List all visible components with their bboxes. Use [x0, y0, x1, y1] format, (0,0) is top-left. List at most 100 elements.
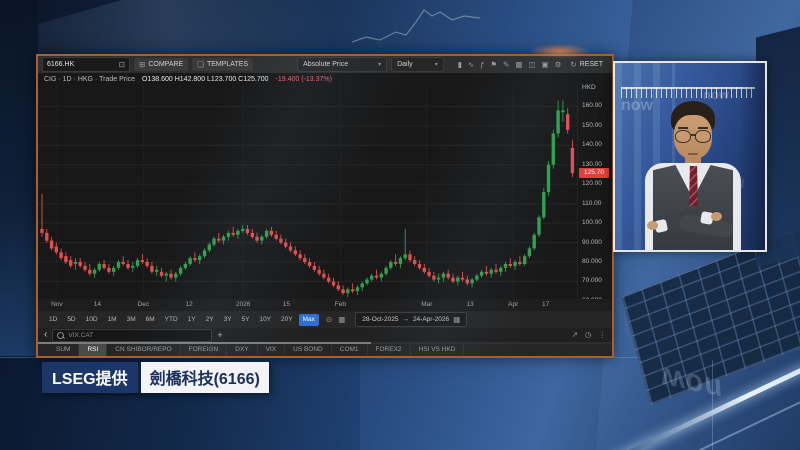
y-axis[interactable]: HKD 125.70 160.00 150.00 140.00 130.00 120.0… [577, 84, 612, 304]
compare-button[interactable]: ⊞ COMPARE [134, 58, 189, 71]
tab-sum[interactable]: SUM [48, 344, 80, 356]
range-button-1y[interactable]: 1Y [187, 315, 196, 323]
interval-value: Daily [397, 61, 413, 68]
tab-us-bond[interactable]: US BOND [285, 344, 332, 356]
series-info: CIG · 1D · HKG · Trade Price [44, 75, 136, 83]
range-button-6m[interactable]: 6M [145, 315, 155, 323]
y-axis-currency: HKD [582, 84, 596, 91]
reset-button[interactable]: ↻ RESET [565, 58, 608, 71]
symbol-search-box[interactable]: 6166.HK ⊡ [42, 57, 131, 72]
range-button-10d[interactable]: 10D [85, 315, 98, 323]
presenter-eyebrow [698, 127, 708, 129]
tab-forex2[interactable]: FOREX2 [368, 344, 411, 356]
candlestick-chart-icon[interactable]: ▮ [457, 59, 462, 69]
crosshair-icon[interactable]: ⊙ [325, 314, 333, 324]
settings-icon[interactable]: ⚙ [554, 59, 562, 69]
x-axis-label: 2026 [235, 301, 251, 308]
quote-search-input[interactable]: VIX.CAT [52, 328, 213, 342]
y-axis-label: 150.00 [582, 121, 602, 129]
candlestick-plot[interactable] [38, 85, 578, 299]
y-axis-label: 90.000 [582, 238, 602, 246]
share-icon[interactable]: ↗ [571, 330, 578, 340]
add-series-button[interactable]: + [217, 330, 223, 340]
stock-name-label: 劍橋科技(6166) [140, 362, 269, 393]
compare-icon: ⊞ [139, 59, 146, 69]
grid-layout-icon[interactable]: ▦ [515, 59, 523, 69]
y-axis-label: 110.00 [582, 199, 602, 207]
tab-foreign[interactable]: FOREIGN [181, 344, 228, 356]
range-button-ytd[interactable]: YTD [164, 315, 178, 323]
range-button-1d[interactable]: 1D [49, 315, 58, 323]
arrow-icon: → [402, 316, 409, 323]
price-mode-value: Absolute Price [303, 61, 349, 68]
y-axis-label: 70.000 [582, 277, 602, 285]
change-values: -19.400 (-13.37%) [275, 75, 332, 83]
search-icon [57, 331, 65, 339]
tab-dxy[interactable]: DXY [227, 344, 258, 356]
presenter-hand [647, 221, 658, 230]
range-toolbar: 1D 5D 10D 1M 3M 6M YTD 1Y 2Y 3Y 5Y 10Y 20Y Max ⊙ ▦ 28-… [38, 311, 612, 328]
vertical-line-accent [712, 360, 713, 450]
studio-shadow [739, 63, 765, 250]
search-value: VIX.CAT [68, 331, 94, 339]
scrollbar-thumb[interactable] [38, 342, 371, 344]
range-button-1m[interactable]: 1M [107, 315, 117, 323]
data-source-label: LSEG提供 [42, 362, 138, 393]
back-chevron-icon[interactable]: ‹ [44, 329, 48, 340]
presenter-hand [711, 212, 722, 221]
range-icon-cluster: ⊙ ▦ [326, 316, 345, 324]
price-mode-dropdown[interactable]: Absolute Price ▾ [297, 57, 388, 72]
chevron-down-icon: ▾ [434, 62, 438, 68]
glasses [675, 130, 711, 143]
compare-label: COMPARE [148, 61, 184, 68]
tab-cn-shibor-repo[interactable]: CN SHIBOR/REPO [107, 344, 181, 356]
y-axis-label: 160.00 [582, 102, 602, 110]
history-icon[interactable]: ◷ [584, 330, 592, 340]
line-chart-icon[interactable]: ∿ [467, 59, 475, 69]
search-row-icons: ↗ ◷ ⋮ [572, 331, 606, 339]
range-button-5y[interactable]: 5Y [241, 315, 250, 323]
tab-rsi[interactable]: RSI [79, 344, 108, 356]
indicators-icon[interactable]: ƒ [480, 59, 485, 69]
split-panel-icon[interactable]: ◫ [528, 59, 536, 69]
symbol-text: 6166.HK [47, 61, 75, 68]
templates-icon: ❏ [197, 59, 204, 69]
lower-third-banner: LSEG提供 劍橋科技(6166) [42, 362, 269, 393]
x-axis-label: 14 [93, 301, 102, 308]
templates-button[interactable]: ❏ TEMPLATES [192, 58, 254, 71]
range-button-2y[interactable]: 2Y [205, 315, 214, 323]
date-range-picker[interactable]: 28-Oct-2025 → 24-Apr-2026 ▦ [355, 312, 468, 327]
calendar-grid-icon[interactable]: ▦ [338, 314, 346, 324]
presenter-tie [689, 166, 698, 206]
interval-dropdown[interactable]: Daily ▾ [391, 57, 444, 72]
more-options-icon[interactable]: ⋮ [598, 330, 607, 340]
studio-now-logo: now [621, 97, 653, 114]
x-axis[interactable]: Nov 14 Dec 12 2026 15 Feb Mar 13 Apr 17 [38, 299, 612, 311]
range-button-5d[interactable]: 5D [67, 315, 76, 323]
date-from: 28-Oct-2025 [362, 316, 399, 323]
range-button-3m[interactable]: 3M [126, 315, 136, 323]
glasses-lens [675, 130, 691, 143]
horizontal-scrollbar[interactable] [38, 342, 612, 344]
x-axis-label: Nov [51, 301, 63, 308]
range-button-3y[interactable]: 3Y [223, 315, 232, 323]
x-axis-label: 12 [185, 301, 193, 308]
snapshot-icon[interactable]: ▣ [541, 59, 549, 69]
tab-hsi-vs-hkd[interactable]: HSI VS HKD [411, 344, 465, 356]
x-axis-label: Feb [334, 301, 346, 308]
x-axis-label: Apr [508, 301, 519, 308]
date-to: 24-Apr-2026 [412, 316, 450, 323]
range-button-max[interactable]: Max [298, 313, 319, 326]
y-axis-label: 80.000 [582, 258, 602, 266]
range-button-20y[interactable]: 20Y [281, 315, 293, 323]
y-axis-label: 100.00 [582, 219, 602, 227]
annotation-icon[interactable]: ✎ [503, 59, 510, 69]
events-icon[interactable]: ⚑ [490, 59, 498, 69]
tab-vix[interactable]: VIX [258, 344, 286, 356]
studio-ruler-graphic [621, 87, 755, 98]
last-price-badge: 125.70 [579, 168, 609, 179]
range-buttons: 1D 5D 10D 1M 3M 6M YTD 1Y 2Y 3Y 5Y 10Y 20Y Max [44, 313, 320, 326]
tab-com1[interactable]: COM1 [332, 344, 368, 356]
range-button-10y[interactable]: 10Y [259, 315, 272, 323]
